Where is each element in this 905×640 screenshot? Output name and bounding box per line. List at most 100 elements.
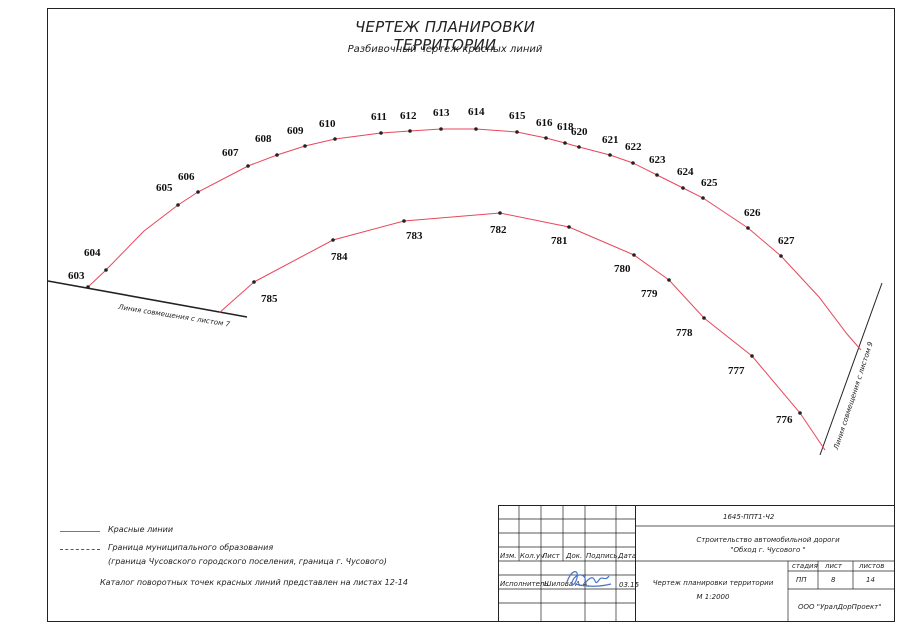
- drawing-title: ЧЕРТЕЖ ПЛАНИРОВКИ ТЕРРИТОРИИ: [354, 18, 536, 54]
- legend-border-label-2: (граница Чусовского городского поселения…: [108, 557, 387, 566]
- upper-point-621: [608, 153, 612, 157]
- upper-point-label-623: 623: [649, 154, 666, 166]
- organization: ООО "УралДорПроект": [798, 603, 882, 611]
- sheet-label: лист: [825, 562, 842, 570]
- upper-point-608: [275, 153, 279, 157]
- header-col-podpis: Подпись: [586, 552, 618, 560]
- upper-point-label-613: 613: [433, 107, 450, 119]
- lower-point-785: [252, 280, 256, 284]
- upper-point-label-606: 606: [178, 171, 195, 183]
- lower-point-label-785: 785: [261, 293, 278, 305]
- lower-point-781: [567, 225, 571, 229]
- upper-point-615: [515, 130, 519, 134]
- upper-point-label-611: 611: [371, 111, 387, 123]
- header-col-koluch: Кол.уч: [520, 552, 545, 560]
- lower-point-label-781: 781: [551, 235, 568, 247]
- match-line-right: [819, 282, 883, 456]
- upper-point-label-603: 603: [68, 270, 85, 282]
- upper-point-625: [701, 196, 705, 200]
- lower-point-label-776: 776: [776, 414, 793, 426]
- lower-points-group: 785 784 783 782 781 780 779 778 777 776: [252, 211, 802, 426]
- match-line-left-label: Линия совмещения с листом 7: [117, 303, 231, 329]
- upper-point-606: [196, 190, 200, 194]
- upper-point-603: [86, 285, 90, 289]
- drawing-name: Чертеж планировки территории: [652, 579, 774, 587]
- drawing-frame: [47, 8, 895, 622]
- upper-point-609: [303, 144, 307, 148]
- legend-red-line-swatch: [60, 531, 100, 532]
- stamp-grid-lines: [498, 505, 895, 622]
- upper-point-626: [746, 226, 750, 230]
- lower-point-label-782: 782: [490, 224, 507, 236]
- upper-point-label-610: 610: [319, 118, 336, 130]
- upper-point-label-604: 604: [84, 247, 101, 259]
- lower-red-line: [218, 212, 826, 451]
- title-block: 1645-ППТ1-Ч2 Строительство автомобильной…: [498, 505, 895, 622]
- upper-point-620: [577, 145, 581, 149]
- upper-point-label-616: 616: [536, 117, 553, 129]
- upper-point-618: [563, 141, 567, 145]
- upper-point-622: [631, 161, 635, 165]
- upper-point-label-621: 621: [602, 134, 619, 146]
- legend-red-lines-label: Красные линии: [108, 525, 174, 534]
- catalog-note: Каталог поворотных точек красных линий п…: [100, 578, 408, 587]
- lower-point-783: [402, 219, 406, 223]
- executor-role: Исполнитель: [500, 580, 549, 588]
- stage-label: стадия: [792, 562, 818, 570]
- header-col-izm: Изм.: [500, 552, 517, 560]
- drawing-subtitle: Разбивочный чертеж красных линий: [347, 44, 543, 55]
- upper-point-label-608: 608: [255, 133, 272, 145]
- lower-point-label-783: 783: [406, 230, 423, 242]
- upper-points-group: 603 604 605 606 607 608 609 610 611 612 613 614 615 6…: [68, 106, 795, 289]
- header-col-dok: Док.: [566, 552, 583, 560]
- signature-image: [566, 571, 612, 587]
- upper-point-label-615: 615: [509, 110, 526, 122]
- upper-point-label-612: 612: [400, 110, 417, 122]
- legend-border-swatch: [60, 549, 100, 550]
- lower-point-784: [331, 238, 335, 242]
- lower-point-777: [750, 354, 754, 358]
- upper-point-label-626: 626: [744, 207, 761, 219]
- upper-point-label-607: 607: [222, 147, 239, 159]
- upper-point-label-624: 624: [677, 166, 694, 178]
- upper-point-label-627: 627: [778, 235, 795, 247]
- executor-date: 03.15: [619, 581, 640, 589]
- upper-point-label-622: 622: [625, 141, 642, 153]
- upper-point-604: [104, 268, 108, 272]
- match-line-left: [47, 280, 248, 318]
- drawing-scale: М 1:2000: [696, 593, 730, 601]
- upper-point-label-620: 620: [571, 126, 588, 138]
- lower-point-779: [667, 278, 671, 282]
- header-col-data: Дата: [618, 552, 637, 560]
- upper-point-616: [544, 136, 548, 140]
- upper-point-613: [439, 127, 443, 131]
- upper-point-605: [176, 203, 180, 207]
- lower-point-label-779: 779: [641, 288, 658, 300]
- lower-point-label-780: 780: [614, 263, 631, 275]
- project-name-line2: "Обход г. Чусового ": [730, 546, 806, 554]
- sheet-value: 8: [831, 576, 836, 584]
- upper-point-label-605: 605: [156, 182, 173, 194]
- upper-point-611: [379, 131, 383, 135]
- upper-point-610: [333, 137, 337, 141]
- sheets-value: 14: [866, 576, 875, 584]
- executor-name: Шилова А.А.: [544, 580, 590, 588]
- upper-point-label-609: 609: [287, 125, 304, 137]
- lower-point-778: [702, 316, 706, 320]
- lower-point-776: [798, 411, 802, 415]
- match-line-right-label: Линия совмещения с листом 9: [832, 340, 875, 451]
- upper-point-612: [408, 129, 412, 133]
- legend-border-label-1: Граница муниципального образования: [108, 543, 274, 552]
- upper-point-614: [474, 127, 478, 131]
- lower-point-780: [632, 253, 636, 257]
- title-block-left: [498, 505, 636, 622]
- document-code: 1645-ППТ1-Ч2: [723, 513, 775, 521]
- header-col-list: Лист: [542, 552, 560, 560]
- lower-point-label-778: 778: [676, 327, 693, 339]
- upper-point-label-614: 614: [468, 106, 485, 118]
- upper-point-624: [681, 186, 685, 190]
- upper-point-label-625: 625: [701, 177, 718, 189]
- upper-point-627: [779, 254, 783, 258]
- upper-point-607: [246, 164, 250, 168]
